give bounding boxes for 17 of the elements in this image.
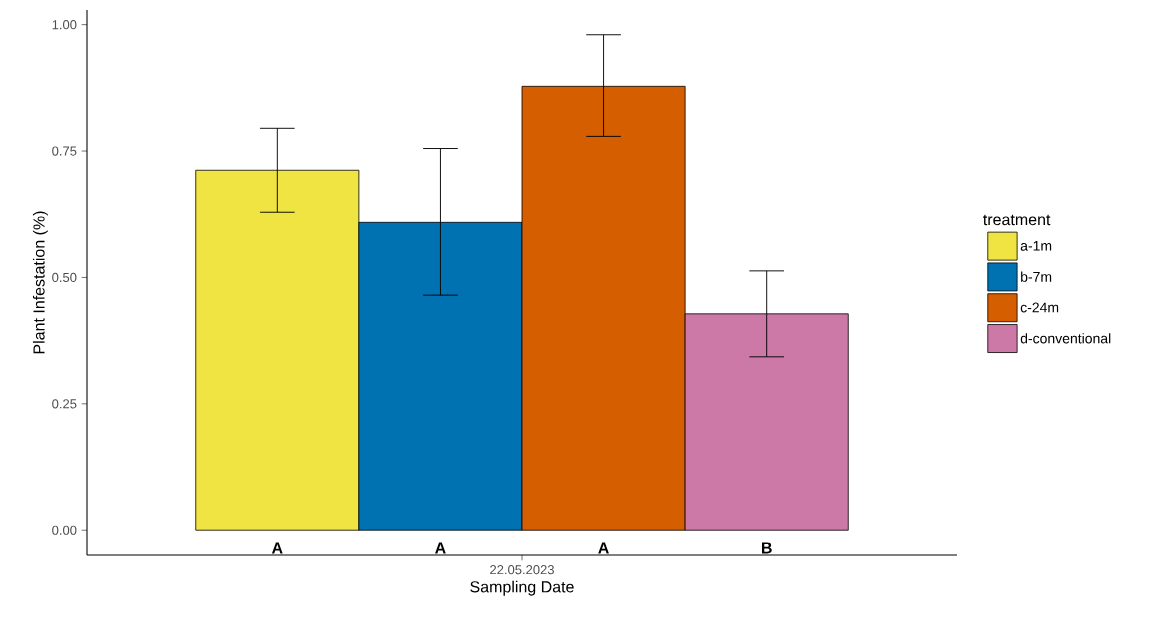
legend-label: b-7m (1021, 271, 1052, 282)
data-label: A (435, 542, 446, 554)
y-tick-label: 1.00 (52, 20, 77, 30)
y-tick-label: 0.25 (52, 399, 77, 409)
data-label: A (598, 542, 609, 554)
legend-label: c-24m (1020, 302, 1059, 313)
data-label: A (271, 542, 283, 554)
data-label: B (761, 542, 772, 554)
y-axis-title: Plant Infestation (%) (32, 211, 48, 354)
legend-title: treatment (983, 214, 1051, 226)
x-tick-label: 22.05.2023 (490, 565, 554, 575)
y-tick-label: 0.00 (52, 525, 77, 535)
y-tick-label: 0.50 (52, 272, 77, 283)
legend-label: a-1m (1020, 241, 1052, 251)
x-axis-title: Sampling Date (470, 580, 574, 596)
y-tick-label: 0.75 (52, 146, 77, 156)
legend-label: d-conventional (1020, 333, 1111, 344)
